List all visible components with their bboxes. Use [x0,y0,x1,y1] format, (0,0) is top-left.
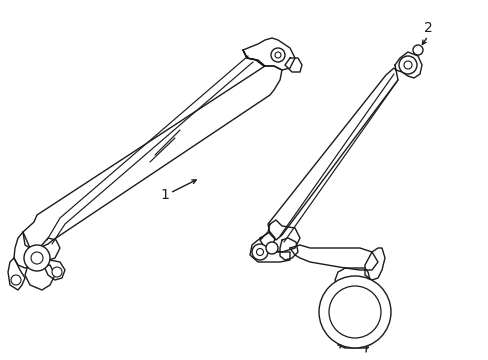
Text: 2: 2 [423,21,431,35]
Polygon shape [334,268,369,295]
Polygon shape [260,220,299,252]
Circle shape [256,248,263,256]
Circle shape [31,252,43,264]
Circle shape [52,267,62,277]
Polygon shape [289,245,377,270]
Polygon shape [42,260,65,280]
Polygon shape [23,50,282,250]
Circle shape [24,245,50,271]
Polygon shape [14,232,60,268]
Polygon shape [339,340,369,352]
Circle shape [11,275,21,285]
Circle shape [318,276,390,348]
Circle shape [412,45,422,55]
Polygon shape [285,58,302,72]
Polygon shape [249,232,289,262]
Circle shape [398,56,416,74]
Circle shape [251,244,267,260]
Circle shape [270,48,285,62]
Circle shape [328,286,380,338]
Polygon shape [243,38,294,70]
Circle shape [274,52,281,58]
Circle shape [403,61,411,69]
Polygon shape [25,265,55,290]
Polygon shape [337,330,371,348]
Polygon shape [267,68,397,240]
Polygon shape [394,52,421,78]
Circle shape [265,242,278,254]
Polygon shape [364,248,384,280]
Text: 1: 1 [160,188,169,202]
Polygon shape [280,238,297,260]
Polygon shape [8,258,25,290]
